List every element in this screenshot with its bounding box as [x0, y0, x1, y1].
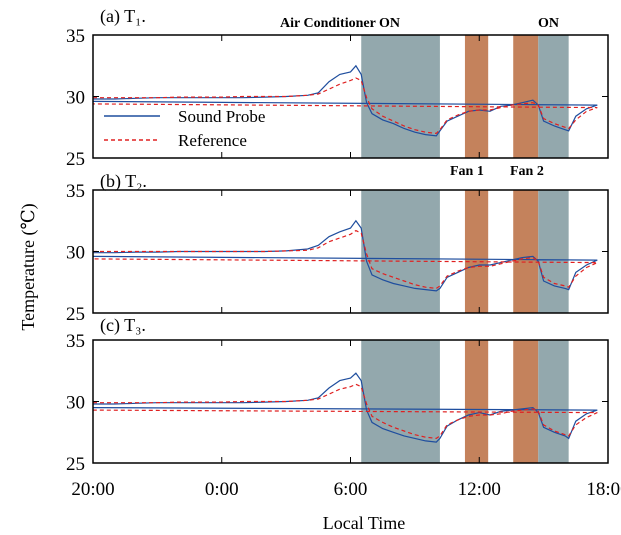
panel-c-air-conditioner-band-3 [538, 340, 569, 463]
panel-c-fan-band-2 [513, 340, 539, 463]
legend-probe-label: Sound Probe [178, 107, 265, 126]
panel-b-y-tick-label-35: 35 [66, 181, 85, 202]
legend-reference-label: Reference [178, 131, 247, 150]
panel-a-y-tick-label-25: 25 [66, 149, 85, 170]
panel-a-y-tick-label-35: 35 [66, 26, 85, 47]
panel-b-air-conditioner-band-0 [361, 190, 440, 313]
x-tick-label-4: 18:00 [586, 479, 621, 500]
panel-c-sound-probe-line [92, 372, 598, 443]
x-tick-label-0: 20:00 [71, 479, 114, 500]
annotation-ac-on: Air Conditioner ON [280, 16, 400, 31]
panel-b-fan-band-2 [513, 190, 539, 313]
legend: Sound Probe Reference [104, 107, 265, 150]
shaded-regions [361, 35, 569, 463]
annotation-fan-1: Fan 1 [450, 164, 484, 179]
plot-area [92, 64, 598, 443]
x-tick-label-3: 12:00 [458, 479, 501, 500]
panel-a-fan-band-1 [464, 35, 489, 158]
panel-c-y-tick-label-30: 30 [66, 393, 85, 414]
panel-a-fan-band-2 [513, 35, 539, 158]
panel-b-reference-line [92, 229, 598, 290]
panel-b-y-tick-label-30: 30 [66, 243, 85, 264]
panel-a-air-conditioner-band-0 [361, 35, 440, 158]
panel-b-air-conditioner-band-3 [538, 190, 569, 313]
annotation-ac-on-2: ON [538, 16, 559, 31]
y-axis-label: Temperature (℃) [18, 203, 39, 330]
panel-b-sound-probe-line [92, 219, 598, 292]
panel-c-fan-band-1 [464, 340, 489, 463]
panel-b-y-tick-label-25: 25 [66, 304, 85, 325]
panel-a-air-conditioner-band-3 [538, 35, 569, 158]
panel-a-y-tick-label-30: 30 [66, 88, 85, 109]
panel-c-air-conditioner-band-0 [361, 340, 440, 463]
panel-c-title: (c) T₃. [100, 315, 146, 336]
x-axis-label: Local Time [323, 513, 406, 533]
panel-c-y-tick-label-35: 35 [66, 331, 85, 352]
annotation-fan-2: Fan 2 [510, 164, 544, 179]
panel-c-reference-line [92, 383, 598, 440]
panel-c-y-tick-label-25: 25 [66, 454, 85, 475]
axis-ticks [92, 34, 609, 464]
panel-b-fan-band-1 [464, 190, 489, 313]
x-tick-label-1: 0:00 [205, 479, 239, 500]
panel-a-title: (a) T₁. [100, 6, 146, 27]
panel-b-title: (b) T₂. [100, 171, 147, 192]
panel-a-reference-line [92, 77, 598, 135]
panel-a-sound-probe-line [92, 64, 598, 137]
x-tick-label-2: 6:00 [334, 479, 368, 500]
